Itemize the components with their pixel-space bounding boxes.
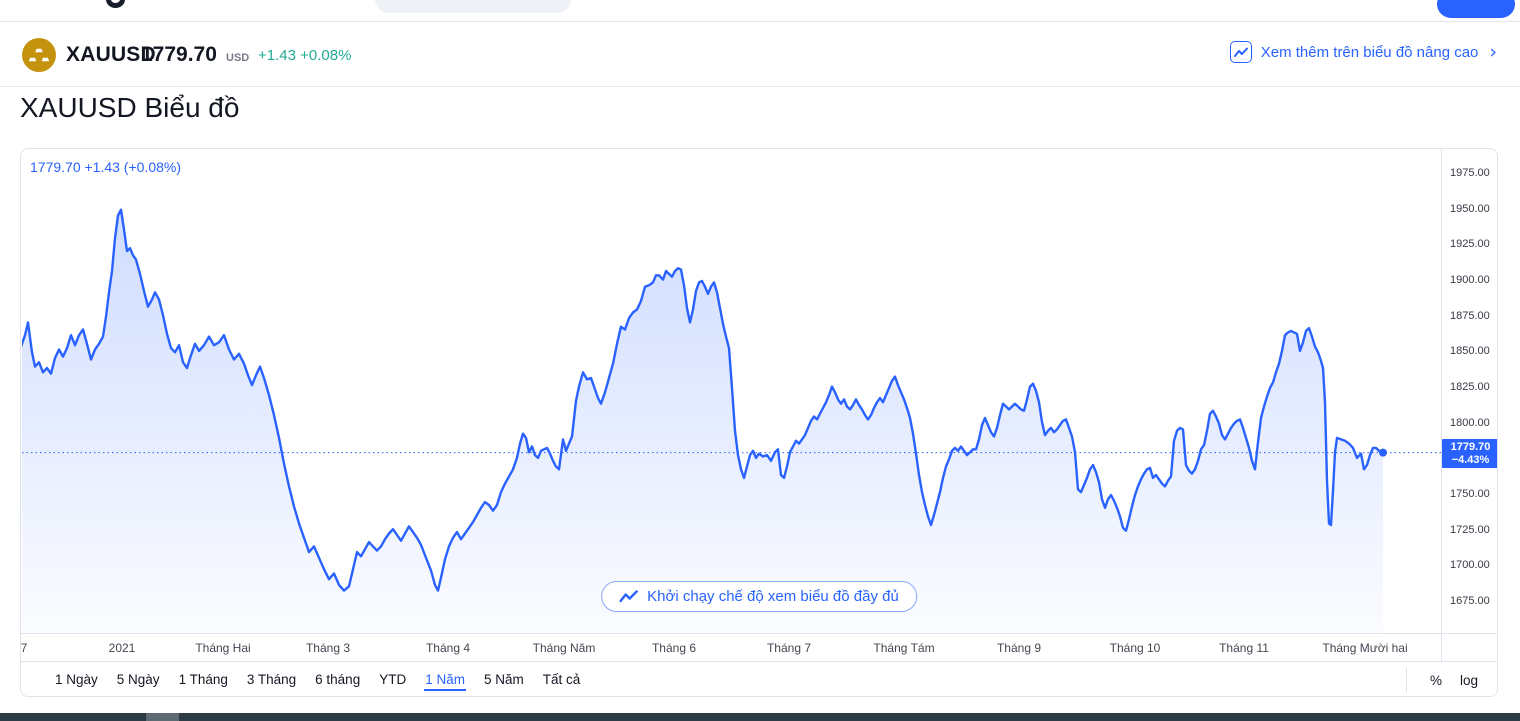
range-button-1-tháng[interactable]: 1 Tháng [178, 672, 228, 687]
zigzag-chart-icon [619, 590, 638, 603]
range-button-ytd[interactable]: YTD [379, 672, 407, 687]
range-button-5-ngày[interactable]: 5 Ngày [116, 672, 160, 687]
header-cta-button[interactable] [1437, 0, 1515, 18]
x-axis-label: Tháng Mười hai [1322, 641, 1408, 655]
x-axis-divider [21, 633, 1497, 634]
y-axis-label: 1800.00 [1450, 416, 1490, 429]
range-button-1-năm[interactable]: 1 Năm [424, 669, 466, 691]
search-input[interactable] [375, 0, 571, 13]
range-toolbar: 1 Ngày 5 Ngày 1 Tháng 3 Tháng 6 tháng YTD 1 Nă… [21, 661, 1497, 696]
current-price-badge: 1779.70 −4.43% [1442, 438, 1497, 468]
page-title: XAUUSD Biểu đồ [20, 92, 240, 123]
range-buttons: 1 Ngày 5 Ngày 1 Tháng 3 Tháng 6 tháng YTD 1 Nă… [54, 669, 581, 691]
symbol-price: 1779.70 [141, 43, 217, 66]
gold-coin-icon [22, 38, 56, 72]
badge-price: 1779.70 [1450, 440, 1491, 453]
site-logo-fragment [106, 0, 125, 8]
percent-scale-button[interactable]: % [1429, 672, 1442, 688]
y-axis-label: 1900.00 [1450, 274, 1490, 286]
y-axis-label: 1675.00 [1450, 595, 1490, 607]
x-axis-label: 7 [20, 641, 28, 655]
launch-full-chart-label: Khởi chạy chế độ xem biểu đồ đầy đủ [647, 588, 899, 605]
badge-percent: −4.43% [1451, 453, 1490, 466]
y-axis-label: 1950.00 [1450, 202, 1490, 215]
symbol-currency: USD [226, 52, 250, 64]
scrollbar-thumb[interactable] [146, 713, 179, 721]
chart-card: 1779.70 +1.43 (+0.08%) 1975.00 1950.00 192… [20, 148, 1498, 697]
x-axis-label: Tháng 6 [651, 641, 697, 655]
x-axis-label: Tháng 7 [766, 641, 812, 655]
x-axis-label: Tháng 3 [305, 641, 351, 655]
symbol-summary-bar: XAUUSD 1779.70 USD +1.43 +0.08% Xem thêm… [0, 23, 1520, 87]
advanced-chart-link[interactable]: Xem thêm trên biểu đồ nâng cao › [1229, 40, 1497, 63]
y-axis-label: 1725.00 [1450, 523, 1490, 536]
toolbar-divider [1405, 668, 1407, 692]
range-button-tất-cả[interactable]: Tất cả [542, 672, 581, 687]
advanced-chart-link-label: Xem thêm trên biểu đồ nâng cao [1260, 43, 1479, 61]
x-axis-label: Tháng Tám [873, 641, 935, 655]
x-axis-label: Tháng Hai [195, 641, 251, 655]
price-area-chart[interactable] [22, 150, 1441, 633]
x-axis-label: Tháng 10 [1109, 641, 1161, 655]
range-button-6-tháng[interactable]: 6 tháng [315, 672, 361, 687]
symbol-change: +1.43 +0.08% [258, 47, 352, 64]
log-scale-button[interactable]: log [1459, 672, 1478, 688]
bottom-scrollbar[interactable] [0, 713, 1520, 721]
y-axis-label: 1975.00 [1450, 167, 1490, 179]
mini-chart-icon [1229, 41, 1252, 63]
y-axis-label: 1825.00 [1450, 381, 1490, 393]
range-button-5-năm[interactable]: 5 Năm [483, 672, 524, 687]
x-axis-label: Tháng 9 [996, 641, 1042, 655]
x-axis-label: 2021 [108, 641, 136, 655]
symbol-name: XAUUSD [66, 43, 156, 66]
y-axis-divider [1441, 149, 1442, 661]
top-header [0, 0, 1520, 22]
scale-controls: % log [1405, 668, 1485, 692]
range-button-3-tháng[interactable]: 3 Tháng [246, 672, 297, 687]
x-axis-label: Tháng 4 [425, 641, 471, 655]
y-axis-label: 1700.00 [1450, 559, 1490, 572]
x-axis-label: Tháng Năm [532, 641, 596, 655]
y-axis-label: 1875.00 [1450, 309, 1490, 322]
y-axis-label: 1850.00 [1450, 345, 1490, 358]
chevron-right-icon: › [1489, 40, 1497, 63]
x-axis-label: Tháng 11 [1219, 641, 1269, 655]
range-button-1-ngày[interactable]: 1 Ngày [55, 672, 98, 687]
launch-full-chart-button[interactable]: Khởi chạy chế độ xem biểu đồ đầy đủ [601, 581, 917, 612]
y-axis-label: 1750.00 [1450, 488, 1490, 500]
chart-legend: 1779.70 +1.43 (+0.08%) [30, 159, 182, 175]
y-axis-label: 1925.00 [1450, 238, 1490, 251]
